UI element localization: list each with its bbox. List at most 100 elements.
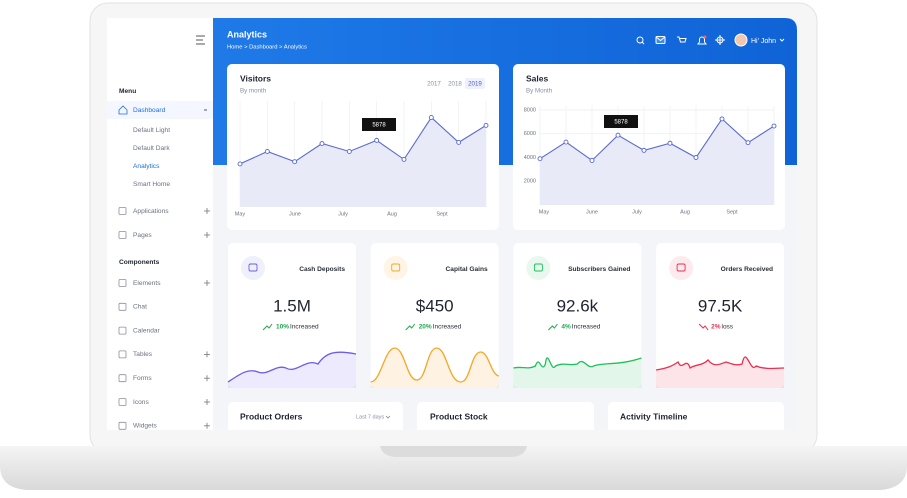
nav-item[interactable]: Elements	[133, 280, 161, 287]
stat-glyph	[533, 263, 543, 272]
stat-value: 92.6k	[557, 296, 599, 315]
trend-icon	[548, 323, 558, 331]
icon	[118, 398, 127, 406]
point	[374, 137, 380, 143]
nav-subitem[interactable]: Default Light	[133, 127, 170, 134]
nav-item[interactable]: Chat	[133, 304, 147, 311]
stat-title: Orders Received	[721, 266, 773, 273]
sparkline	[227, 351, 357, 383]
stat-value: 1.5M	[273, 296, 311, 315]
stat-card	[228, 243, 356, 388]
change-value: 4%	[561, 324, 571, 331]
y-tick-label: 6000	[524, 131, 536, 137]
hamburger	[196, 35, 205, 45]
stat-glyph	[248, 263, 258, 272]
point	[563, 139, 569, 145]
nav-item[interactable]: Pages	[133, 232, 152, 239]
change-value: 20%	[419, 324, 432, 331]
stat-card	[370, 243, 499, 388]
tooltip-text: 5878	[372, 123, 386, 129]
sparkline-area	[370, 348, 499, 388]
x-tick-label: June	[586, 209, 598, 215]
icon	[118, 207, 127, 215]
filter[interactable]: Last 7 days	[356, 414, 384, 420]
x-tick-label: May	[539, 209, 550, 215]
chart-title: Sales	[526, 73, 548, 83]
user-greeting[interactable]: Hi' John	[751, 38, 776, 45]
point	[456, 139, 462, 145]
nav-subitem[interactable]: Smart Home	[133, 181, 170, 188]
stat-card	[656, 243, 785, 388]
components-heading: Components	[119, 259, 160, 266]
year-tab[interactable]: 2017	[427, 81, 441, 88]
nav-item[interactable]: Tables	[133, 351, 153, 358]
chart-subtitle: By Month	[526, 88, 553, 95]
stat-icon	[383, 256, 408, 280]
stat-title: Capital Gains	[446, 266, 488, 273]
point	[483, 122, 489, 128]
point	[319, 141, 325, 146]
icon	[118, 374, 127, 383]
area	[240, 117, 486, 207]
point	[537, 156, 543, 162]
x-tick-label: Sept	[726, 209, 738, 215]
point	[771, 123, 777, 129]
y-tick-label: 2000	[524, 179, 536, 185]
point	[346, 149, 352, 154]
x-tick-label: Aug	[680, 209, 690, 215]
stock-card	[417, 402, 594, 430]
stat-card	[513, 243, 642, 388]
point	[264, 149, 270, 154]
x-tick-label: Aug	[387, 211, 397, 217]
chart-subtitle: By month	[240, 88, 267, 95]
nav-item[interactable]: Forms	[133, 375, 152, 382]
point	[237, 161, 243, 167]
card-title: Product Orders	[240, 411, 303, 421]
tooltip	[604, 115, 638, 128]
point	[745, 140, 751, 146]
active-row	[107, 101, 213, 119]
x-tick-label: Sept	[436, 211, 448, 217]
nav-item[interactable]: Icons	[133, 399, 149, 406]
x-tick-label: May	[235, 211, 246, 217]
nav-item[interactable]: Dashboard	[133, 107, 166, 114]
point	[667, 140, 673, 146]
icon	[118, 279, 127, 287]
nav-item[interactable]: Applications	[133, 208, 169, 215]
sparkline-area	[228, 352, 356, 388]
point	[615, 132, 621, 138]
avatar[interactable]	[734, 33, 748, 47]
trend-icon	[698, 323, 709, 331]
nav-item[interactable]: Widgets	[133, 423, 158, 430]
nav-subitem[interactable]: Analytics	[133, 163, 160, 170]
stat-title: Subscribers Gained	[568, 266, 630, 273]
change-value: 10%	[276, 324, 289, 331]
tooltip-text: 5878	[614, 120, 628, 126]
sidebar	[107, 18, 213, 430]
change-text: loss	[722, 324, 734, 331]
stat-icon	[526, 256, 551, 280]
chevron	[385, 415, 391, 419]
stat-icon	[669, 256, 694, 280]
line	[239, 116, 487, 165]
line	[539, 118, 775, 162]
year-tab[interactable]: 2018	[448, 81, 462, 88]
nav-item[interactable]: Calendar	[133, 327, 161, 334]
nav-subitem[interactable]: Default Dark	[133, 145, 170, 152]
point	[401, 156, 407, 162]
badge	[703, 35, 707, 39]
stat-value: 97.5K	[698, 296, 743, 315]
change-text: Increased	[290, 324, 319, 331]
nav-list: Default Light Default Dark Analytics Smart …	[118, 105, 210, 430]
year-active	[465, 78, 485, 89]
sparkline	[370, 347, 500, 383]
x-tick-label: July	[338, 211, 348, 217]
year-tab[interactable]: 2019	[468, 81, 482, 88]
x-tick-label: July	[632, 209, 642, 215]
x-tick-label: June	[289, 211, 301, 217]
breadcrumb: Home > Dashboard > Analytics	[227, 45, 307, 51]
screen: Menu Dashboard Components Default LightD…	[107, 18, 797, 430]
icon	[118, 302, 127, 311]
card-title: Activity Timeline	[620, 411, 688, 421]
